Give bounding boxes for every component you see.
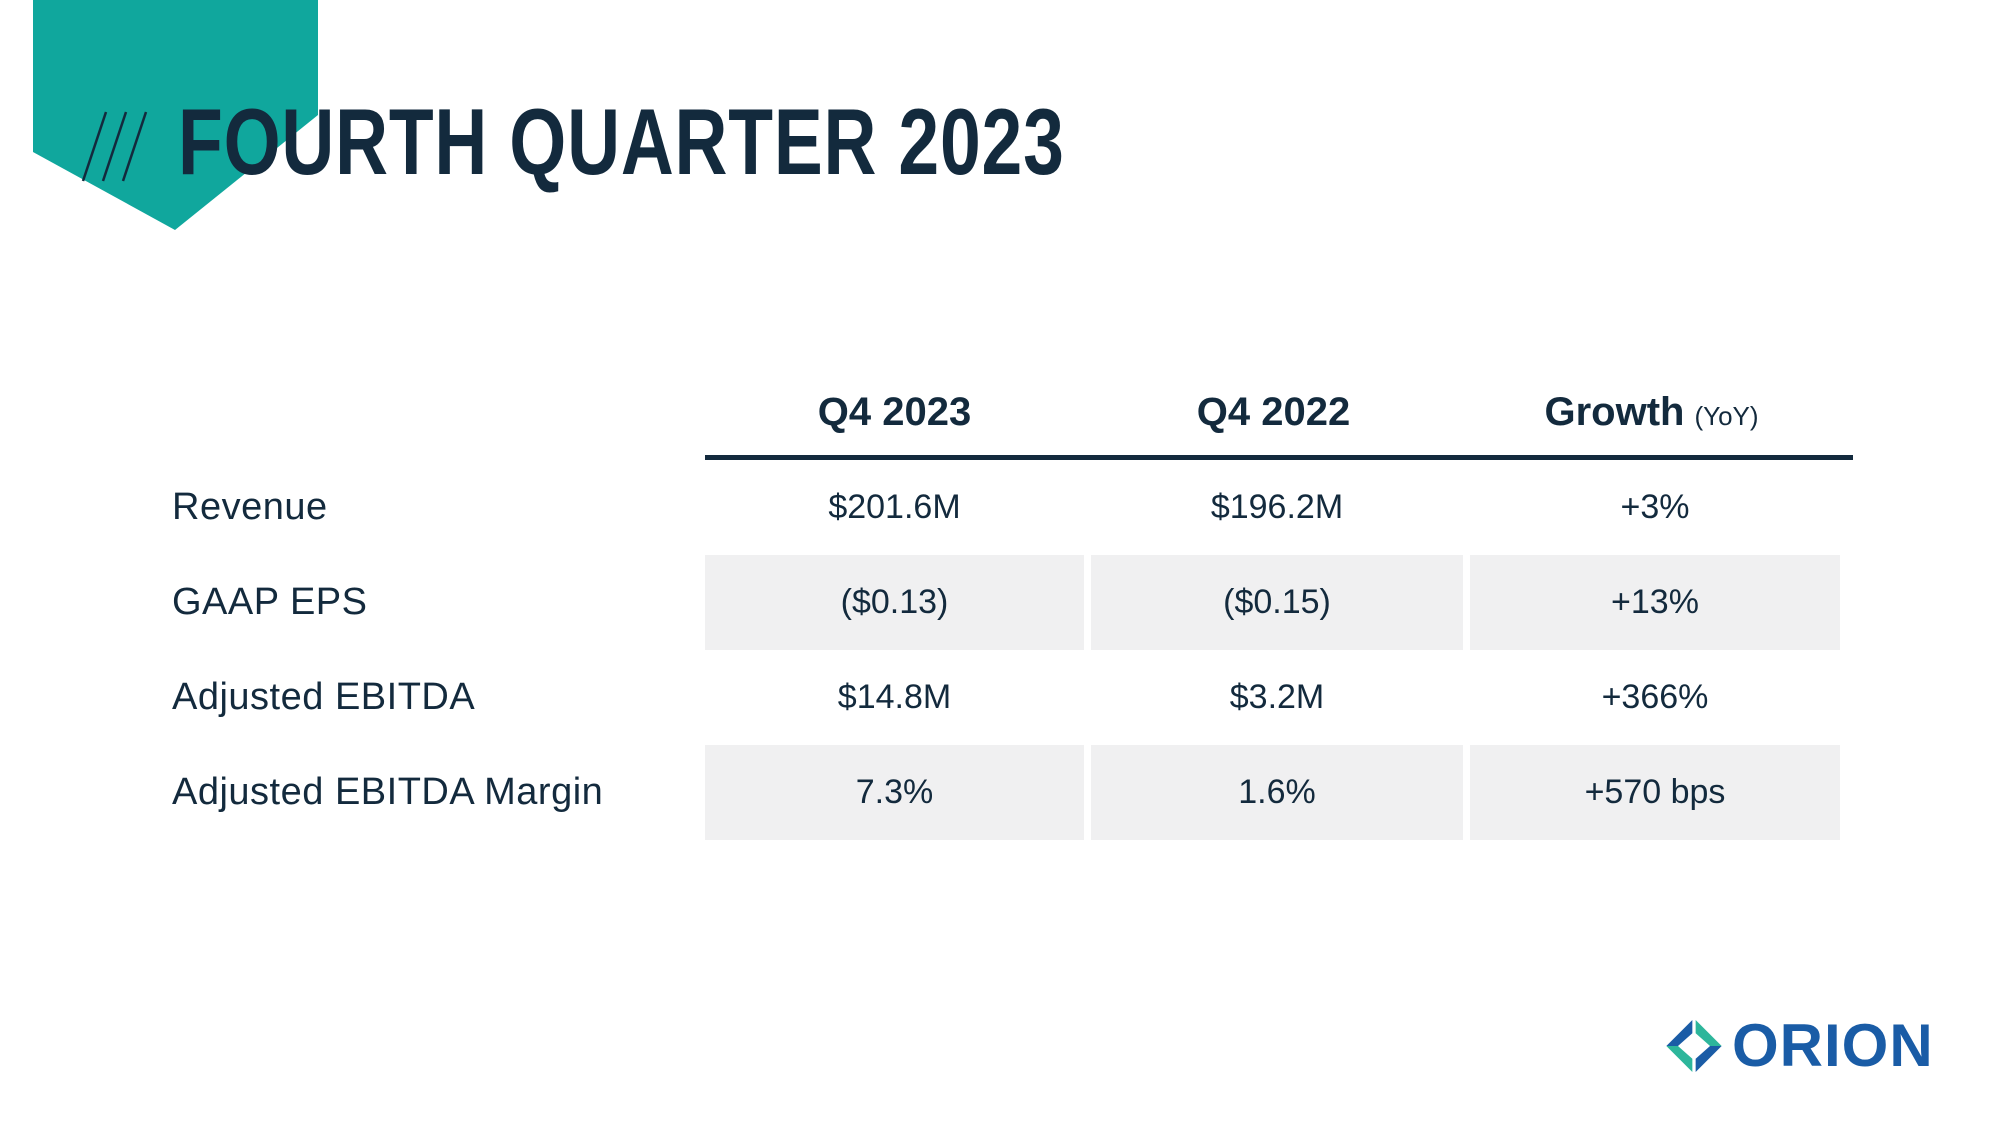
cell-q4-2022: ($0.15)	[1084, 555, 1463, 650]
col-header-sublabel: (YoY)	[1694, 401, 1759, 431]
cell-q4-2022: $196.2M	[1084, 460, 1463, 555]
cell-growth: +13%	[1463, 555, 1840, 650]
row-label: Adjusted EBITDA	[172, 676, 476, 718]
cell-q4-2023: 7.3%	[705, 745, 1084, 840]
cell-growth: +3%	[1463, 460, 1840, 555]
table-row-gaap-eps: GAAP EPS ($0.13) ($0.15) +13%	[172, 555, 1853, 650]
financials-table: Q4 2023 Q4 2022 Growth (YoY) Revenue $20…	[172, 385, 1853, 840]
slash-marks-icon	[81, 111, 148, 182]
row-label: Revenue	[172, 486, 328, 528]
cell-growth: +366%	[1463, 650, 1840, 745]
cell-q4-2022: $3.2M	[1084, 650, 1463, 745]
cell-q4-2022: 1.6%	[1084, 745, 1463, 840]
cell-q4-2023: ($0.13)	[705, 555, 1084, 650]
pennant-banner	[33, 0, 318, 230]
orion-wordmark: ORION	[1732, 1012, 1934, 1079]
col-header-growth: Growth (YoY)	[1463, 385, 1840, 455]
slide-title: FOURTH QUARTER 2023	[178, 89, 1065, 194]
orion-logomark-icon	[1666, 1020, 1722, 1072]
table-row-revenue: Revenue $201.6M $196.2M +3%	[172, 460, 1853, 555]
orion-logo: ORION	[1666, 1016, 1934, 1076]
cell-growth: +570 bps	[1463, 745, 1840, 840]
table-header-row: Q4 2023 Q4 2022 Growth (YoY)	[172, 385, 1853, 455]
header-rule	[705, 455, 1853, 460]
col-header-q4-2022: Q4 2022	[1084, 385, 1463, 455]
col-header-label: Growth	[1544, 390, 1685, 434]
row-label: GAAP EPS	[172, 581, 368, 623]
col-header-q4-2023: Q4 2023	[705, 385, 1084, 455]
col-header-empty	[172, 385, 705, 455]
table-row-adjusted-ebitda: Adjusted EBITDA $14.8M $3.2M +366%	[172, 650, 1853, 745]
row-label: Adjusted EBITDA Margin	[172, 771, 604, 813]
table-row-adjusted-ebitda-margin: Adjusted EBITDA Margin 7.3% 1.6% +570 bp…	[172, 745, 1853, 840]
col-header-label: Q4 2023	[817, 390, 972, 434]
cell-q4-2023: $14.8M	[837, 678, 952, 716]
col-header-label: Q4 2022	[1196, 390, 1351, 434]
cell-q4-2023: $201.6M	[828, 488, 961, 526]
